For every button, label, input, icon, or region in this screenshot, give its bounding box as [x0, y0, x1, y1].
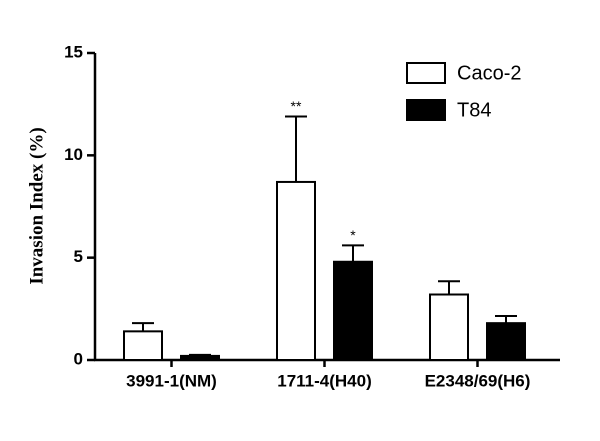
annotation: *: [350, 227, 356, 243]
y-tick-label: 15: [64, 42, 83, 61]
x-tick-label: 1711-4(H40): [277, 371, 372, 390]
annotation: **: [291, 98, 302, 114]
legend-label: T84: [457, 99, 491, 121]
legend-swatch: [406, 62, 446, 84]
y-tick-label: 10: [64, 145, 83, 164]
bar: [180, 354, 220, 362]
bar: [486, 322, 526, 362]
y-tick-label: 5: [74, 247, 83, 266]
x-tick-label: 3991-1(NM): [126, 371, 217, 390]
legend-swatch: [406, 99, 446, 121]
bar: [333, 260, 373, 362]
bar: [429, 293, 469, 361]
y-axis-label: Invasion Index (%): [26, 127, 47, 284]
bar: [276, 180, 316, 361]
x-tick-label: E2348/69(H6): [425, 371, 531, 390]
legend-label: Caco-2: [457, 62, 521, 84]
bar: [123, 330, 163, 362]
y-tick-label: 0: [74, 349, 83, 368]
